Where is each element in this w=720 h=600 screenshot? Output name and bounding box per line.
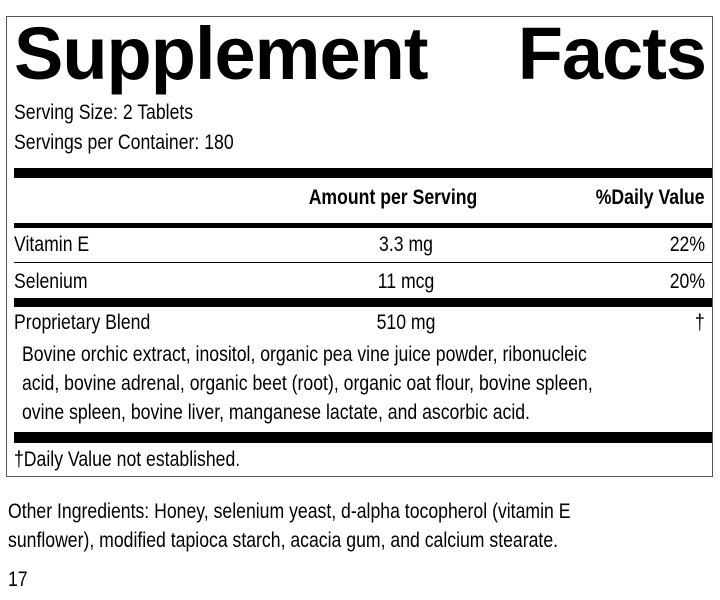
serving-size: Serving Size: 2 Tablets	[14, 101, 194, 124]
blend-line: ovine spleen, bovine liver, manganese la…	[22, 401, 530, 424]
row-name: Selenium	[14, 270, 88, 293]
supplement-facts-panel	[6, 16, 713, 477]
thick-divider	[14, 432, 712, 443]
row-dv: 22%	[669, 233, 705, 256]
header-divider	[14, 223, 712, 228]
title-word-1: Supplement	[14, 12, 428, 95]
blend-line: Bovine orchic extract, inositol, organic…	[22, 343, 587, 366]
row-name: Vitamin E	[14, 233, 90, 256]
thick-divider	[14, 168, 712, 178]
row-divider	[14, 262, 712, 263]
servings-per-container: Servings per Container: 180	[14, 131, 234, 154]
other-ingredients-line: sunflower), modified tapioca starch, aca…	[8, 529, 559, 552]
row-dv: †	[695, 311, 705, 334]
title-word-2: Facts	[517, 12, 707, 95]
row-amount: 510 mg	[376, 311, 436, 334]
other-ingredients-line: Other Ingredients: Honey, selenium yeast…	[8, 500, 571, 523]
row-amount: 3.3 mg	[379, 233, 433, 256]
page-number: 17	[8, 568, 28, 591]
panel-title: Supplement Facts	[14, 12, 707, 95]
amount-header: Amount per Serving	[308, 186, 478, 209]
row-dv: 20%	[669, 270, 705, 293]
daily-value-header: %Daily Value	[596, 186, 705, 209]
thick-divider	[14, 298, 712, 307]
footnote: †Daily Value not established.	[14, 448, 241, 471]
row-name: Proprietary Blend	[14, 311, 151, 334]
row-amount: 11 mcg	[377, 270, 435, 293]
blend-line: acid, bovine adrenal, organic beet (root…	[22, 372, 593, 395]
